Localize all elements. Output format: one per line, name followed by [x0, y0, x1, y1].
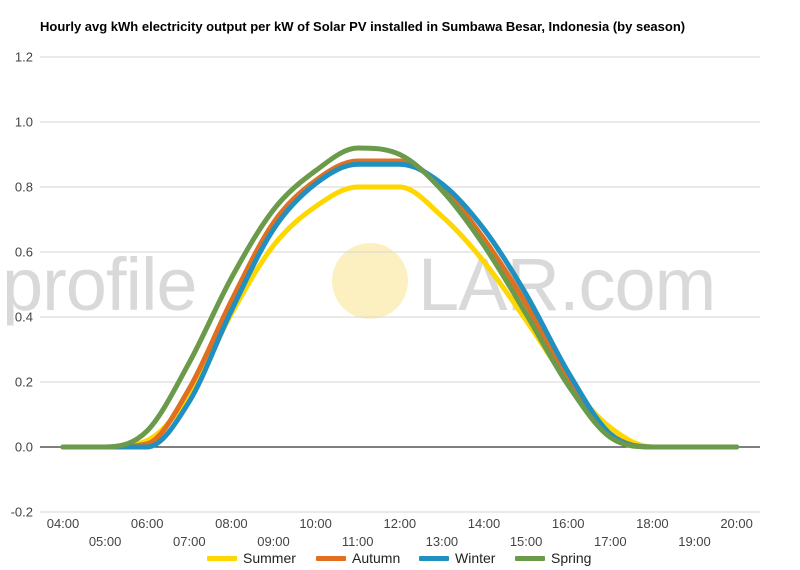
legend-item-spring[interactable]: Spring	[515, 549, 591, 567]
y-tick-label: 1.0	[15, 115, 33, 130]
x-tick-label: 14:00	[468, 516, 501, 531]
x-tick-label: 19:00	[678, 534, 711, 549]
legend-label-autumn: Autumn	[352, 550, 401, 566]
watermark-sun-logo	[332, 243, 408, 319]
series-lines	[60, 145, 740, 450]
x-tick-label: 08:00	[215, 516, 248, 531]
legend-label-winter: Winter	[455, 550, 496, 566]
y-tick-label: 0.2	[15, 375, 33, 390]
x-tick-label: 20:00	[720, 516, 753, 531]
chart-title: Hourly avg kWh electricity output per kW…	[40, 19, 686, 34]
x-tick-label: 17:00	[594, 534, 627, 549]
x-tick-label: 18:00	[636, 516, 669, 531]
x-tick-label: 07:00	[173, 534, 206, 549]
legend: Summer Autumn Winter Spring	[0, 549, 800, 567]
legend-label-spring: Spring	[551, 550, 592, 566]
legend-item-autumn[interactable]: Autumn	[316, 549, 400, 567]
x-tick-label: 11:00	[342, 534, 374, 549]
series-line-spring	[60, 145, 740, 450]
x-tick-label: 12:00	[384, 516, 417, 531]
legend-item-winter[interactable]: Winter	[419, 549, 495, 567]
x-tick-label: 15:00	[510, 534, 543, 549]
legend-swatch-spring	[515, 555, 545, 561]
y-tick-label: 1.2	[15, 50, 33, 65]
legend-label-summer: Summer	[243, 550, 296, 566]
y-tick-label: 0.6	[15, 245, 33, 260]
y-tick-label: 0.0	[15, 440, 33, 455]
watermark: profile LAR.com	[2, 243, 716, 326]
legend-swatch-winter	[419, 555, 449, 561]
x-tick-label: 10:00	[299, 516, 332, 531]
watermark-text-left: profile	[2, 243, 197, 326]
y-tick-label: -0.2	[11, 505, 33, 520]
x-tick-label: 09:00	[257, 534, 290, 549]
legend-swatch-autumn	[316, 555, 346, 561]
y-tick-label: 0.8	[15, 180, 33, 195]
y-tick-label: 0.4	[15, 310, 33, 325]
x-tick-label: 13:00	[426, 534, 459, 549]
legend-item-summer[interactable]: Summer	[207, 549, 296, 567]
legend-swatch-summer	[207, 555, 237, 561]
y-axis: -0.2 0.0 0.2 0.4 0.6 0.8 1.0 1.2	[11, 50, 33, 520]
x-tick-label: 05:00	[89, 534, 122, 549]
x-axis: 04:00 05:00 06:00 07:00 08:00 09:00 10:00 11:00…	[47, 516, 753, 549]
watermark-text-right: LAR.com	[418, 243, 715, 326]
x-tick-label: 16:00	[552, 516, 585, 531]
x-tick-label: 04:00	[47, 516, 80, 531]
x-tick-label: 06:00	[131, 516, 164, 531]
